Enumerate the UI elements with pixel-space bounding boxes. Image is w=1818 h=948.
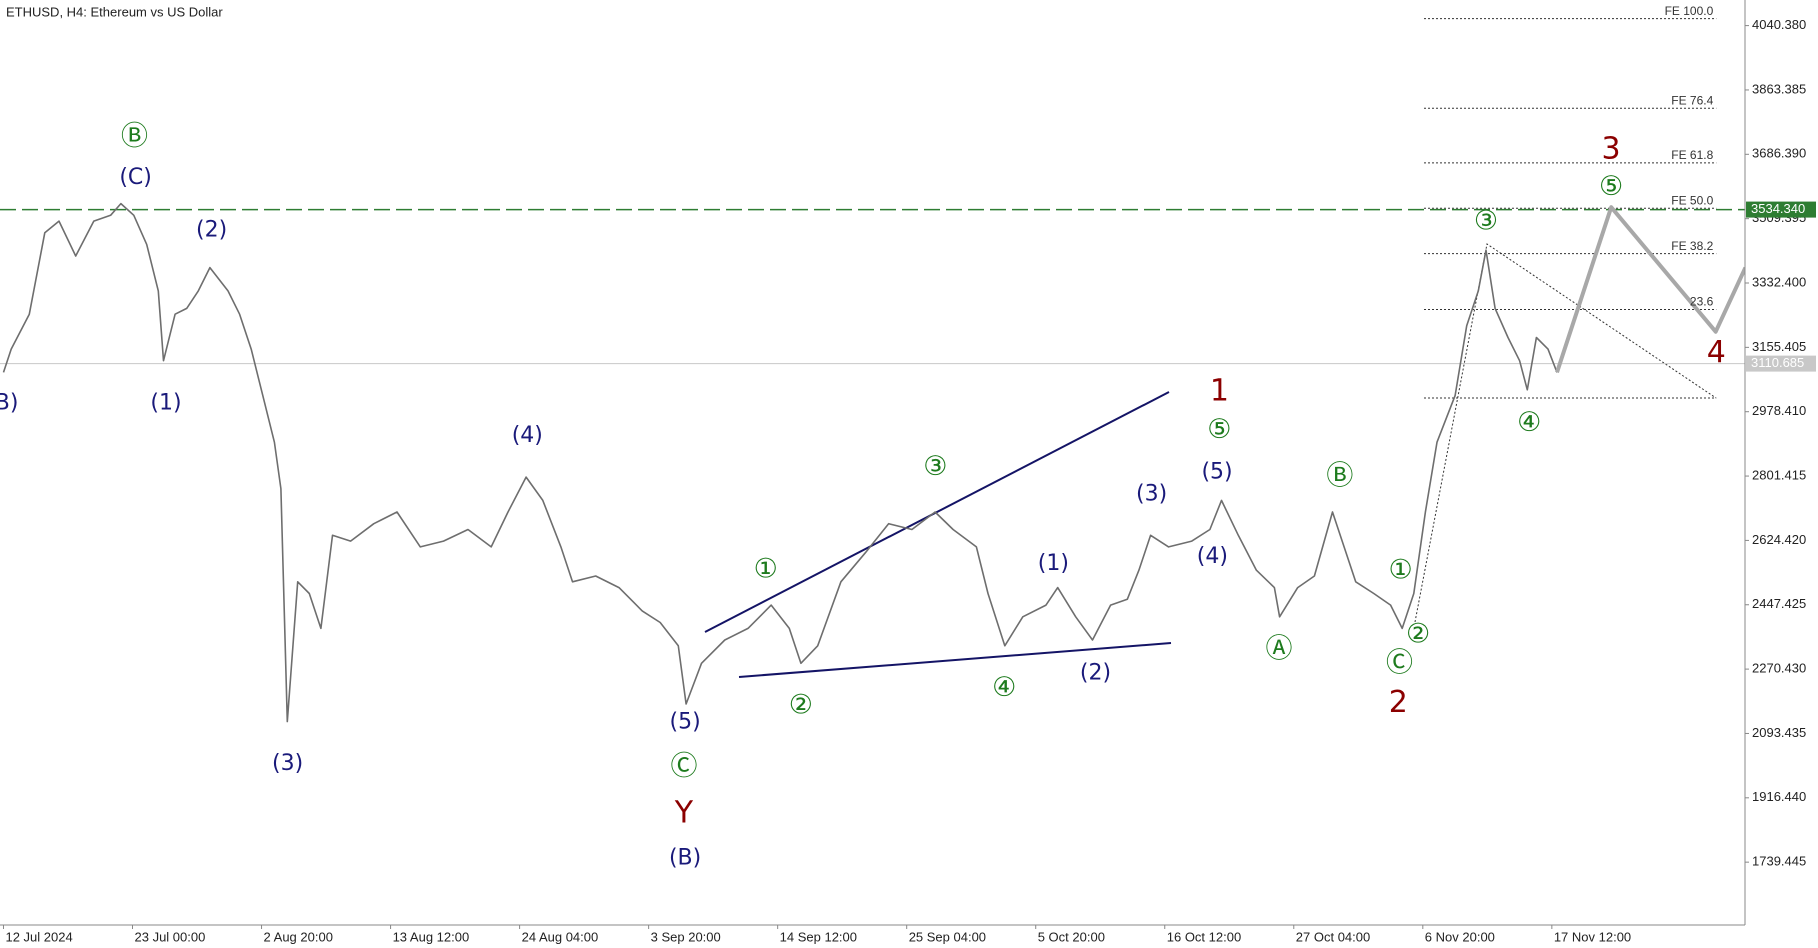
fib-label: FE 50.0	[1671, 193, 1713, 207]
x-tick-label: 2 Aug 20:00	[264, 929, 333, 944]
wave-label: (3)	[1136, 481, 1167, 506]
x-tick-label: 6 Nov 20:00	[1425, 929, 1495, 944]
wave-label: ⑤	[1599, 171, 1623, 202]
x-tick-label: 27 Oct 04:00	[1296, 929, 1370, 944]
y-tick-label: 1739.445	[1752, 854, 1806, 869]
y-tick-label: 1916.440	[1752, 789, 1806, 804]
y-tick-label: 3863.385	[1752, 81, 1806, 96]
wave-label: ②	[789, 690, 813, 721]
x-tick-label: 14 Sep 12:00	[780, 929, 857, 944]
wave-label: ④	[992, 672, 1016, 703]
wave-label: Ⓑ	[1326, 460, 1353, 491]
y-tick-label: 2624.420	[1752, 532, 1806, 547]
x-tick-label: 24 Aug 04:00	[522, 929, 599, 944]
wave-label: ②	[1406, 619, 1430, 650]
price-tag	[1746, 201, 1816, 218]
wave-label: ④	[1517, 407, 1541, 438]
x-tick-label: 17 Nov 12:00	[1554, 929, 1631, 944]
wave-label: ③	[923, 451, 947, 482]
wave-label: Y	[674, 796, 694, 831]
y-tick-label: 2447.425	[1752, 596, 1806, 611]
wave-label: (5)	[1201, 459, 1232, 484]
wave-label: (1)	[1038, 551, 1069, 576]
y-tick-label: 3686.390	[1752, 146, 1806, 161]
wave-label: (B)	[669, 845, 701, 870]
x-tick-label: 13 Aug 12:00	[393, 929, 470, 944]
chart-title: ETHUSD, H4: Ethereum vs US Dollar	[6, 4, 223, 19]
x-tick-label: 25 Sep 04:00	[909, 929, 986, 944]
wave-label: ①	[1389, 555, 1413, 586]
wave-label: (2)	[1080, 660, 1111, 685]
wave-label: ①	[754, 553, 778, 584]
x-tick-label: 5 Oct 20:00	[1038, 929, 1105, 944]
plot-area	[0, 18, 1745, 723]
wave-label: 1	[1210, 373, 1229, 408]
wave-label: (3)	[272, 751, 303, 776]
fib-label: 23.6	[1690, 295, 1714, 309]
price-tag	[1746, 355, 1816, 372]
wave-label: Ⓒ	[670, 751, 697, 782]
trendline	[738, 642, 1172, 678]
trendline	[704, 391, 1170, 633]
fib-label: FE 76.4	[1671, 93, 1713, 107]
wave-label: (2)	[196, 217, 227, 242]
price-line-series	[2, 202, 1558, 723]
wave-label: Ⓑ	[121, 121, 148, 152]
channel-line	[1414, 243, 1717, 623]
y-tick-label: 4040.380	[1752, 17, 1806, 32]
x-tick-label: 23 Jul 00:00	[135, 929, 206, 944]
price-line-series	[1555, 205, 1745, 374]
wave-label: (4)	[1197, 544, 1228, 569]
y-tick-label: 2093.435	[1752, 725, 1806, 740]
y-tick-label: 2978.410	[1752, 403, 1806, 418]
fib-label: FE 38.2	[1671, 239, 1713, 253]
wave-label: 2	[1389, 685, 1408, 720]
y-tick-label: 2270.430	[1752, 661, 1806, 676]
wave-label: Ⓐ	[1266, 634, 1293, 665]
x-tick-label: 3 Sep 20:00	[651, 929, 721, 944]
wave-label: 3	[1602, 132, 1621, 167]
wave-label: ③	[1474, 206, 1498, 237]
y-tick-label: 3155.405	[1752, 339, 1806, 354]
wave-label: (4)	[512, 423, 543, 448]
fib-label: FE 100.0	[1665, 4, 1714, 18]
wave-label: Ⓒ	[1386, 648, 1413, 679]
x-tick-label: 12 Jul 2024	[5, 929, 72, 944]
price-tag-label: 3110.685	[1751, 355, 1804, 370]
price-tag-label: 3534.340	[1751, 201, 1805, 216]
wave-label: (1)	[150, 391, 181, 416]
wave-label: 4	[1707, 335, 1726, 370]
y-tick-label: 2801.415	[1752, 467, 1806, 482]
wave-label: (C)	[119, 165, 152, 190]
wave-label: (B)	[0, 391, 18, 416]
wave-label: (5)	[670, 709, 701, 734]
wave-label: ⑤	[1207, 414, 1231, 445]
y-tick-label: 3332.400	[1752, 274, 1806, 289]
x-tick-label: 16 Oct 12:00	[1167, 929, 1241, 944]
fib-label: FE 61.8	[1671, 148, 1713, 162]
